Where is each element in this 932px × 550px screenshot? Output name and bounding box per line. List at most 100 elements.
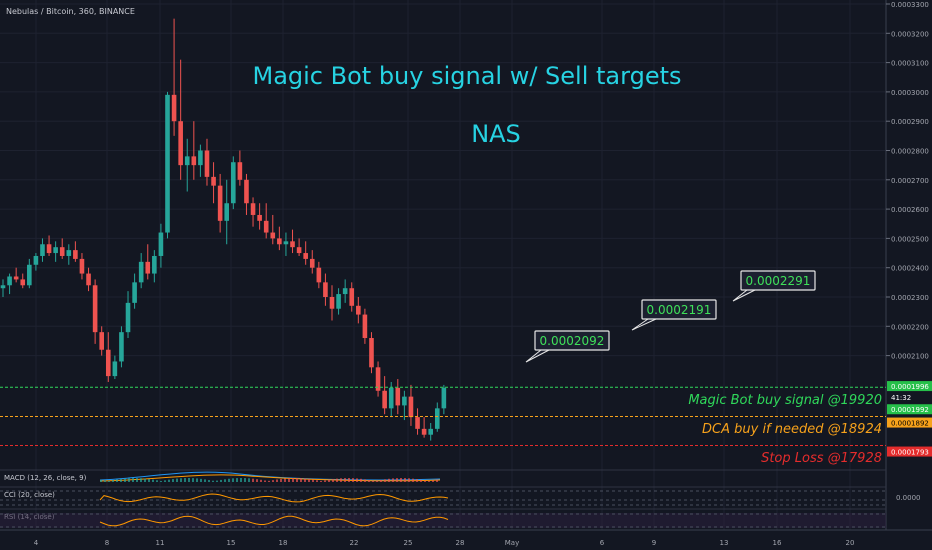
price-axis-tick-label: 0.0002200	[891, 323, 929, 331]
candle	[211, 162, 216, 204]
candle	[105, 332, 111, 382]
time-axis-tick-label: 4	[34, 539, 39, 547]
candle	[342, 279, 348, 303]
price-axis-tick-label: 0.0002800	[891, 148, 929, 156]
candle	[53, 241, 58, 262]
candlestick-series	[0, 18, 447, 441]
candle	[283, 232, 289, 256]
macd-pane[interactable]: MACD (12, 26, close, 9)	[0, 469, 886, 482]
price-axis-tick-label: 0.0002100	[891, 353, 929, 361]
candle	[145, 244, 151, 280]
time-axis-tick-label: 15	[227, 539, 236, 547]
time-axis-tick-label: 6	[600, 539, 605, 547]
cci-pane-label: CCI (20, close)	[4, 491, 55, 499]
price-axis-tick-label: 0.0003300	[891, 1, 929, 9]
candle	[362, 308, 368, 344]
bar-countdown-tag: 41:32	[887, 392, 932, 403]
candle	[99, 326, 104, 356]
time-axis-tick-label: 22	[350, 539, 359, 547]
price-axis[interactable]: 0.0003300 0.0003200 0.0003100 0.0003000 0.00…	[886, 1, 929, 361]
candle	[184, 138, 190, 192]
cci-value-label: 0.0000	[896, 494, 921, 502]
candle	[119, 326, 124, 368]
price-axis-tick-label: 0.0002300	[891, 294, 929, 302]
macd-signal-line	[99, 474, 441, 482]
stop-price-tag-label: 0.0001793	[891, 449, 929, 457]
candle	[73, 241, 78, 262]
dca-price-tag-label: 0.0001892	[891, 420, 929, 428]
price-axis-tick-label: 0.0003100	[891, 60, 929, 68]
buy-price-tag: 0.0001996	[887, 381, 932, 392]
candle	[277, 226, 282, 251]
candle	[27, 258, 32, 289]
macd-pane-label: MACD (12, 26, close, 9)	[4, 474, 87, 482]
candle	[237, 150, 243, 186]
candle	[349, 282, 355, 312]
candle	[270, 214, 276, 245]
sell-target-value: 0.0002291	[746, 274, 811, 288]
cci-line	[99, 493, 449, 503]
time-axis-tick-label: 8	[105, 539, 109, 547]
candle	[191, 121, 197, 180]
price-axis-tick-label: 0.0002900	[891, 118, 929, 126]
sell-target-callout[interactable]: 0.0002191	[631, 299, 717, 331]
time-axis-tick-label: 16	[773, 539, 782, 547]
candle	[388, 381, 394, 418]
candle	[323, 273, 328, 306]
candle	[178, 59, 183, 180]
time-axis-tick-label: 13	[720, 539, 729, 547]
sell-target-value: 0.0002191	[647, 303, 712, 317]
candle	[356, 297, 361, 324]
candle	[296, 238, 302, 256]
candle	[66, 244, 72, 265]
candle	[79, 253, 85, 280]
sell-target-callout[interactable]: 0.0002092	[525, 330, 610, 363]
candle	[263, 203, 269, 239]
candle	[250, 197, 256, 227]
candle	[165, 91, 170, 239]
candle	[0, 279, 6, 297]
candle	[204, 138, 210, 186]
symbol-title: Nebulas / Bitcoin, 360, BINANCE	[6, 7, 135, 16]
annotation-subtitle: NAS	[471, 120, 521, 148]
sell-target-callout[interactable]: 0.0002291	[732, 270, 816, 302]
candle	[152, 250, 157, 283]
candle	[428, 422, 433, 441]
time-axis-tick-label: 18	[279, 539, 288, 547]
candle	[40, 238, 45, 262]
candle	[290, 229, 295, 254]
candle	[415, 408, 420, 435]
candle	[20, 273, 26, 289]
time-axis[interactable]: 4 8 11 15 18 22 25 28 May 6 9 13 16 20	[34, 539, 855, 547]
candle	[421, 417, 427, 438]
time-axis-tick-label: 20	[846, 539, 855, 547]
candle	[33, 253, 39, 271]
candle	[138, 253, 144, 289]
cci-pane[interactable]: CCI (20, close) 0.0000	[0, 486, 921, 506]
candle	[224, 179, 230, 245]
time-axis-tick-label: 25	[404, 539, 413, 547]
candle	[231, 156, 236, 210]
time-axis-tick-label: 28	[456, 539, 465, 547]
candle	[198, 144, 203, 177]
stop-loss-caption: Stop Loss @17928	[761, 451, 882, 466]
rsi-line	[99, 515, 449, 527]
buy-price-tag-label: 0.0001996	[891, 383, 929, 391]
candle	[217, 173, 223, 233]
dca-price-tag: 0.0001892	[887, 417, 932, 428]
rsi-pane[interactable]: RSI (14, close)	[0, 508, 886, 528]
bar-countdown-tag-label: 41:32	[891, 394, 911, 402]
candle	[395, 379, 401, 415]
candle	[316, 261, 322, 289]
candle	[125, 291, 131, 339]
candle	[382, 376, 387, 415]
candle	[244, 173, 249, 215]
candle	[92, 279, 98, 344]
candle	[86, 267, 91, 292]
price-axis-tick-label: 0.0002500	[891, 235, 929, 243]
candle	[46, 235, 52, 256]
candle	[171, 18, 177, 136]
candle	[441, 384, 447, 415]
price-axis-tick-label: 0.0002700	[891, 177, 929, 185]
